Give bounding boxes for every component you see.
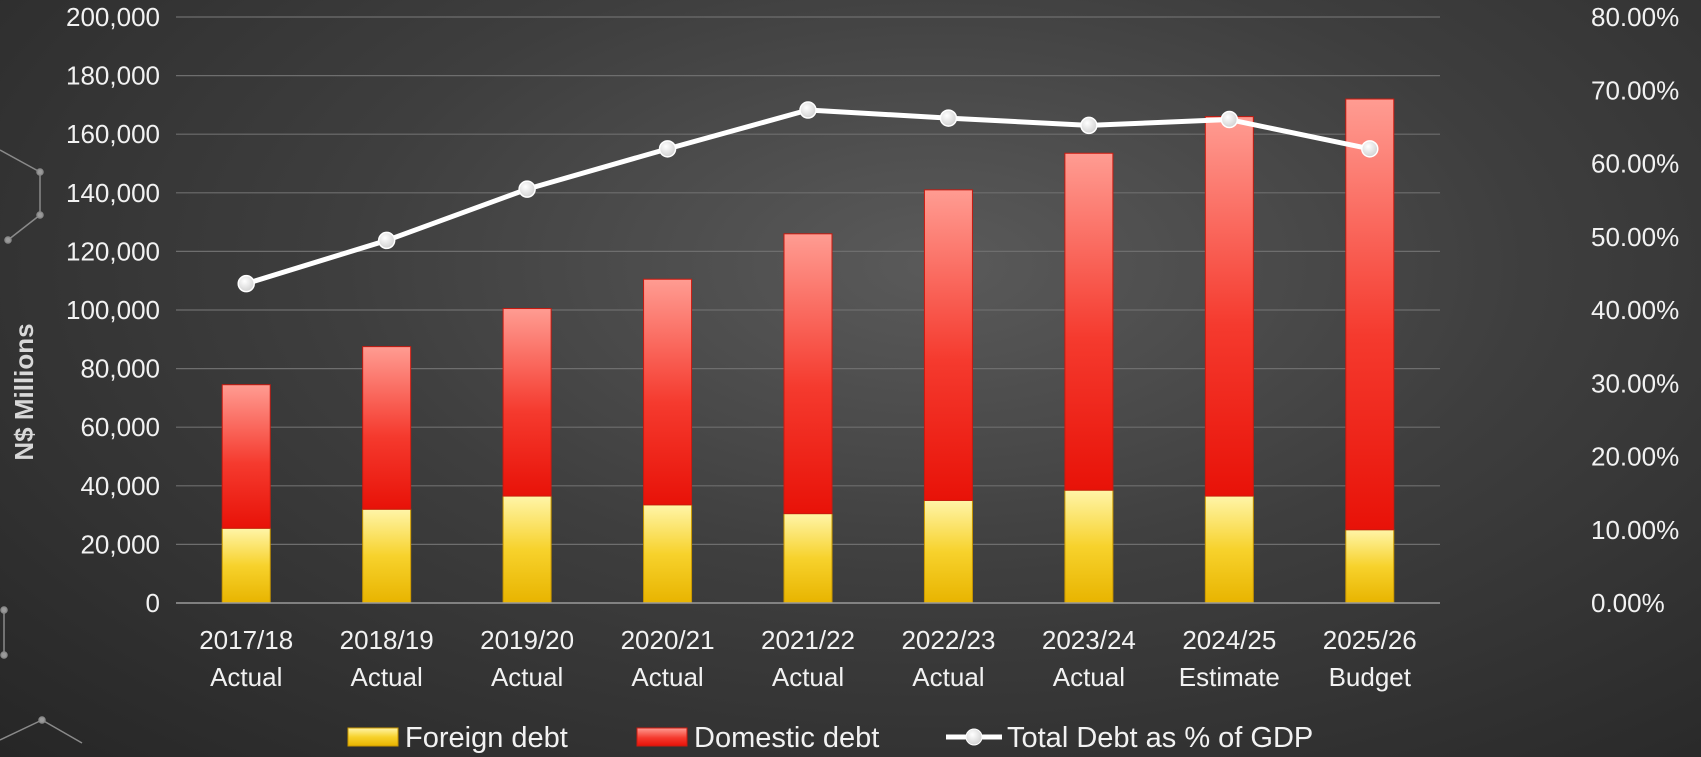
bar-domestic-debt (362, 346, 412, 510)
legend-label-gdp-ratio: Total Debt as % of GDP (1007, 722, 1313, 754)
x-tick-sublabel: Actual (491, 662, 563, 692)
x-tick-label: 2019/20 (480, 625, 574, 655)
x-tick-sublabel: Actual (772, 662, 844, 692)
x-tick-sublabel: Estimate (1179, 662, 1280, 692)
bar-domestic-debt (221, 384, 271, 529)
legend-label-domestic: Domestic debt (694, 722, 879, 754)
line-point (1220, 110, 1239, 129)
y2-tick-label: 20.00% (1591, 442, 1679, 472)
y2-tick-label: 40.00% (1591, 295, 1679, 325)
line-point (939, 109, 958, 127)
x-tick-sublabel: Actual (210, 662, 282, 692)
bar-domestic-debt (923, 189, 973, 501)
bar-domestic-debt (1204, 116, 1254, 497)
x-tick-sublabel: Budget (1329, 662, 1412, 692)
legend-swatch-marker (965, 728, 983, 746)
y2-tick-label: 60.00% (1591, 149, 1679, 179)
y-axis-left: 0 20,000 40,000 60,000 80,000 100,000 120,000 1… (66, 2, 160, 618)
y2-tick-label: 30.00% (1591, 368, 1679, 398)
bar-foreign-debt (1345, 529, 1395, 604)
bar-foreign-debt (1204, 495, 1254, 604)
y-tick-label: 60,000 (80, 412, 160, 442)
y-tick-label: 0 (146, 588, 160, 618)
bar-foreign-debt (643, 504, 693, 604)
line-point (1080, 116, 1098, 135)
line-point (1361, 140, 1379, 158)
y2-tick-label: 0.00% (1591, 588, 1665, 618)
line-point (377, 231, 396, 250)
x-tick-label: 2018/19 (340, 625, 434, 655)
y-tick-label: 20,000 (80, 529, 160, 559)
y-tick-label: 160,000 (66, 119, 160, 149)
decorative-network (0, 149, 83, 744)
bars (221, 98, 1395, 604)
y-tick-label: 140,000 (66, 178, 160, 208)
y-tick-label: 40,000 (80, 471, 160, 501)
bar-foreign-debt (221, 527, 271, 604)
x-tick-label: 2023/24 (1042, 625, 1136, 655)
x-tick-sublabel: Actual (912, 662, 984, 692)
bar-domestic-debt (643, 278, 693, 506)
x-tick-label: 2020/21 (621, 625, 715, 655)
x-tick-sublabel: Actual (631, 662, 703, 692)
y-tick-label: 120,000 (66, 236, 160, 266)
y-tick-label: 180,000 (66, 61, 160, 91)
line-point (237, 274, 255, 293)
legend-swatch-domestic (636, 727, 688, 747)
bar-domestic-debt (502, 308, 552, 497)
y-tick-label: 80,000 (80, 354, 160, 384)
x-tick-sublabel: Actual (351, 662, 423, 692)
y2-tick-label: 10.00% (1591, 515, 1679, 545)
x-tick-sublabel: Actual (1053, 662, 1125, 692)
bar-foreign-debt (1064, 489, 1114, 604)
bar-domestic-debt (1064, 152, 1114, 491)
bar-domestic-debt (783, 233, 833, 515)
legend: Foreign debt Domestic debt Total Debt as %… (347, 722, 1313, 754)
x-tick-label: 2025/26 (1323, 625, 1417, 655)
bar-foreign-debt (362, 508, 412, 604)
x-axis-labels: 2017/18 Actual 2018/19 Actual 2019/20 Actual 2… (199, 625, 1417, 692)
y2-tick-label: 80.00% (1591, 2, 1679, 32)
x-tick-label: 2022/23 (901, 625, 995, 655)
y2-tick-label: 70.00% (1591, 75, 1679, 105)
bar-foreign-debt (783, 513, 833, 604)
bar-domestic-debt (1345, 98, 1395, 531)
x-tick-label: 2017/18 (199, 625, 293, 655)
x-tick-label: 2021/22 (761, 625, 855, 655)
y-axis-right: 0.00% 10.00% 20.00% 30.00% 40.00% 50.00% 60.00… (1591, 2, 1679, 618)
bar-foreign-debt (923, 499, 973, 604)
line-point (799, 101, 817, 119)
line-point (518, 180, 536, 198)
gdp-ratio-line (237, 101, 1379, 293)
y-axis-title: N$ Millions (9, 323, 39, 460)
legend-swatch-foreign (347, 727, 399, 747)
y-tick-label: 200,000 (66, 2, 160, 32)
line-point (658, 140, 677, 158)
x-tick-label: 2024/25 (1182, 625, 1276, 655)
y-tick-label: 100,000 (66, 295, 160, 325)
y2-tick-label: 50.00% (1591, 222, 1679, 252)
bar-foreign-debt (502, 495, 552, 604)
legend-label-foreign: Foreign debt (405, 722, 568, 754)
